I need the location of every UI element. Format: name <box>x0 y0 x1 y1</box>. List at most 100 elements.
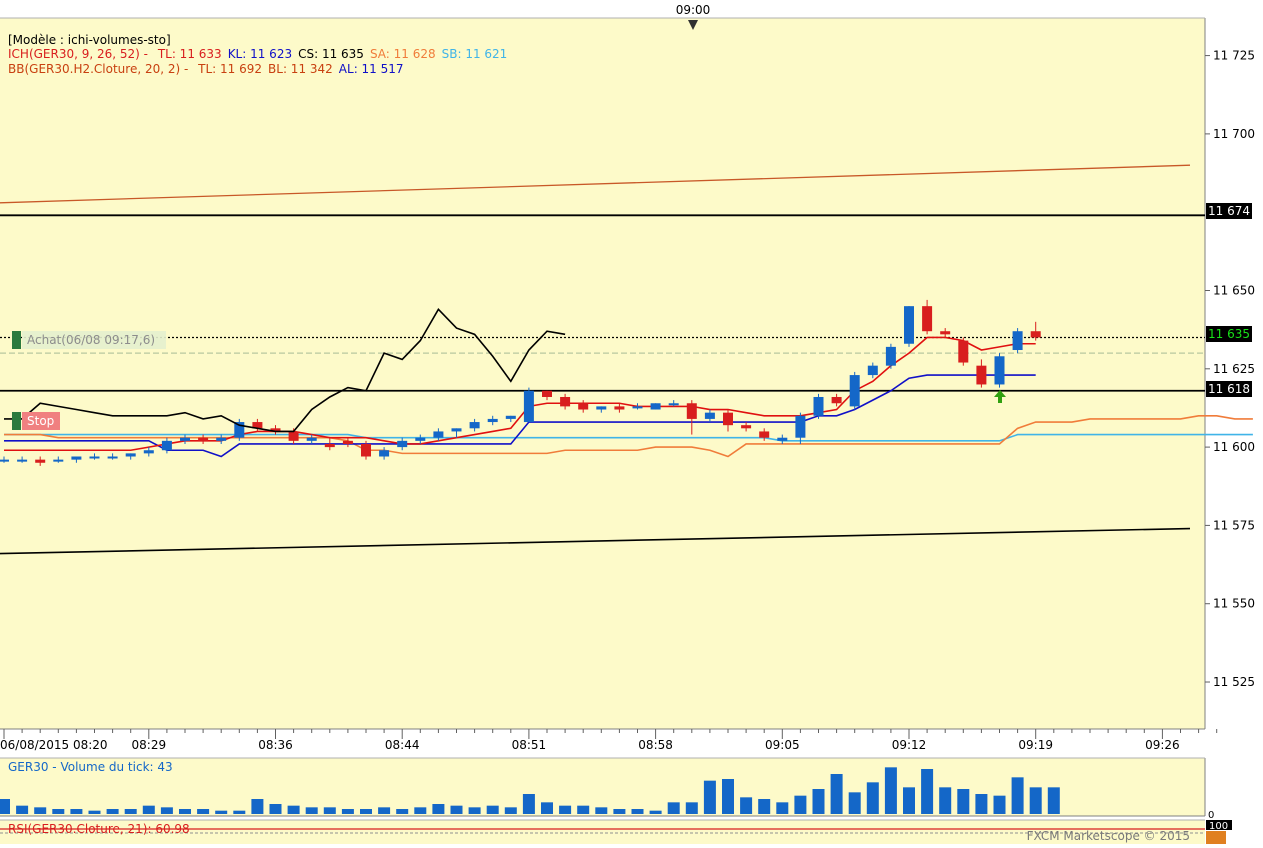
candle-bull <box>777 437 788 441</box>
candle-bull <box>904 306 914 344</box>
volume-bar <box>160 807 173 814</box>
candle-bear <box>614 406 625 410</box>
top-time-marker-icon <box>688 20 698 30</box>
senkou-b-line <box>4 433 1253 442</box>
price-axis: 11 525 11 550 11 575 11 600 11 625 11 650 11 7… <box>1205 49 1255 689</box>
volume-bar <box>685 802 698 814</box>
volume-bar <box>34 807 47 814</box>
volume-bar <box>360 809 372 814</box>
candle-bull <box>487 418 498 423</box>
volume-bar <box>830 774 843 814</box>
legend-ich-sa: SA: 11 628 <box>369 47 436 61</box>
price-tag-resistance-text: 11 674 <box>1208 204 1250 218</box>
volume-bar <box>812 789 825 814</box>
volume-bar <box>1047 787 1060 814</box>
candle-bull <box>216 437 227 441</box>
legend-ich-name: ICH(GER30, 9, 26, 52) - <box>8 47 152 61</box>
candle-bull <box>415 437 426 441</box>
buy-order-label[interactable]: Achat(06/08 09:17,6) <box>27 333 155 347</box>
candle-bull <box>523 390 534 423</box>
legend-ichimoku: ICH(GER30, 9, 26, 52) - TL: 11 633 KL: 11… <box>8 47 513 61</box>
candle-bull <box>53 459 64 462</box>
candlesticks[interactable] <box>0 299 1041 466</box>
candle-bear <box>686 403 697 419</box>
volume-bar <box>0 799 10 814</box>
volume-bar <box>341 809 354 814</box>
time-axis: 06/08/2015 08:20 08:29 08:36 08:44 08:51 08:5… <box>0 729 1218 752</box>
candle-bull <box>596 406 607 410</box>
candle-bear <box>922 306 933 332</box>
candle-bull <box>469 422 480 429</box>
bb-top-band <box>0 164 1191 204</box>
stop-order-label[interactable]: Stop <box>27 414 54 428</box>
candle-bull <box>234 422 245 438</box>
volume-bar <box>848 792 861 814</box>
volume-panel-bg <box>0 758 1205 816</box>
chikou-span <box>4 307 566 433</box>
volume-bar <box>957 789 970 814</box>
volume-bar <box>124 809 137 814</box>
volume-bar <box>613 809 626 814</box>
candle-bull <box>306 437 317 441</box>
candle-bear <box>288 431 299 441</box>
legend-ich-sb: SB: 11 621 <box>441 47 508 61</box>
volume-bars <box>0 767 1060 814</box>
volume-bar <box>106 809 119 814</box>
x-tick-label: 08:36 <box>258 738 293 752</box>
volume-bar <box>323 807 336 814</box>
y-tick-label: 11 600 <box>1213 440 1255 454</box>
rsi-lines <box>0 828 1205 834</box>
volume-bar <box>921 769 934 814</box>
price-tag-current: 11 635 <box>1206 326 1252 342</box>
volume-bar <box>378 807 391 814</box>
volume-bar <box>703 780 716 814</box>
volume-zero-label: 0 <box>1208 810 1214 821</box>
volume-bar <box>667 802 680 814</box>
volume-bar <box>522 794 535 814</box>
horizontal-levels[interactable] <box>0 214 1205 392</box>
volume-bar <box>486 805 499 814</box>
candle-bear <box>831 396 842 404</box>
x-tick-label: 09:26 <box>1145 738 1180 752</box>
volume-bar <box>305 807 318 814</box>
candle-bear <box>560 396 571 407</box>
volume-bar <box>396 809 409 814</box>
candle-bull <box>89 456 100 459</box>
volume-bar <box>649 810 662 814</box>
candle-bear <box>270 428 281 432</box>
buy-order-marker[interactable]: Achat(06/08 09:17,6) <box>12 331 166 349</box>
volume-bar <box>179 809 191 814</box>
candle-bull <box>632 406 643 409</box>
candle-bear <box>198 437 209 441</box>
legend-bb-name: BB(GER30.H2.Cloture, 20, 2) - <box>8 62 193 76</box>
candle-bull <box>451 428 462 432</box>
candle-bear <box>723 412 733 426</box>
candle-bear <box>940 331 951 335</box>
volume-bar <box>884 767 897 814</box>
volume-bar <box>414 807 427 814</box>
candle-bull <box>849 375 860 407</box>
volume-bar <box>52 809 65 814</box>
bollinger-bands <box>0 164 1191 555</box>
volume-bar <box>595 807 608 814</box>
y-tick-label: 11 650 <box>1213 283 1255 297</box>
candle-bull <box>650 403 661 410</box>
y-tick-label: 11 575 <box>1213 518 1255 532</box>
volume-bar <box>631 809 644 814</box>
top-time-label: 09:00 <box>676 3 711 17</box>
x-tick-label: 08:58 <box>638 738 673 752</box>
candle-bull <box>0 459 9 462</box>
candle-bear <box>252 422 263 429</box>
stop-order-marker[interactable]: Stop <box>12 412 60 430</box>
candle-bull <box>161 440 172 451</box>
volume-bar <box>776 802 789 814</box>
volume-bar <box>740 797 753 814</box>
volume-bar <box>251 799 264 814</box>
volume-bar <box>794 795 807 814</box>
candle-bear <box>958 340 969 363</box>
candle-bear <box>542 390 552 397</box>
y-tick-label: 11 625 <box>1213 362 1255 376</box>
rsi-panel-bg <box>0 820 1205 844</box>
